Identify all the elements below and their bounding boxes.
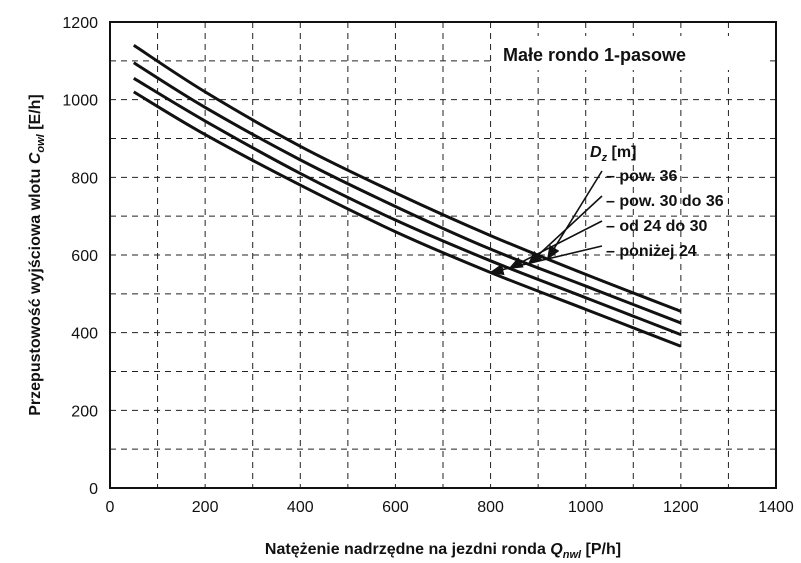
- legend-item-2: – pow. 30 do 36: [606, 193, 724, 210]
- y-tick-label: 200: [71, 403, 98, 420]
- legend-symbol-sub: z: [601, 152, 608, 164]
- legend-item-3: – od 24 do 30: [606, 218, 707, 235]
- legend-item-4: – poniżej 24: [606, 243, 697, 260]
- legend-pointer-4: [489, 245, 603, 276]
- y-axis-label: Przepustowość wyjściowa wlotu Cowl [E/h]: [27, 94, 47, 416]
- y-tick-label: 800: [71, 170, 98, 187]
- x-tick-label: 800: [477, 499, 504, 516]
- x-axis-unit: [P/h]: [581, 541, 621, 558]
- grid: [110, 22, 776, 488]
- legend-unit: [m]: [607, 144, 636, 161]
- x-tick-label: 1000: [568, 499, 604, 516]
- tick-labels: 0 200 400 600 800 1000 1200 1400 0 200 400 600 800 10…: [62, 15, 793, 516]
- series-line-4: [133, 90, 682, 348]
- x-tick-label: 1400: [758, 499, 794, 516]
- title-box: [494, 36, 770, 70]
- series-line-1: [132, 44, 682, 313]
- series-lines: [132, 44, 682, 348]
- x-tick-label: 0: [106, 499, 115, 516]
- legend-title: Dz [m]: [590, 144, 636, 164]
- y-tick-label: 400: [71, 326, 98, 343]
- y-axis-label-text: Przepustowość wyjściowa wlotu: [27, 164, 44, 416]
- plot-area-frame: [109, 21, 777, 489]
- x-tick-label: 1200: [663, 499, 699, 516]
- legend-item-1: – pow. 36: [606, 168, 678, 185]
- x-axis-symbol-sub: nwl: [563, 549, 582, 561]
- x-axis-label: Natężenie nadrzędne na jezdni ronda Qnwl…: [265, 541, 621, 561]
- y-axis-symbol-sub: owl: [35, 133, 47, 152]
- x-tick-label: 600: [382, 499, 409, 516]
- legend: – pow. 36 – pow. 30 do 36 – od 24 do 30 – p…: [489, 168, 724, 276]
- x-axis-label-text: Natężenie nadrzędne na jezdni ronda: [265, 541, 550, 558]
- y-tick-label: 0: [89, 481, 98, 498]
- y-tick-label: 1000: [62, 93, 98, 110]
- legend-pointer-1: [546, 170, 603, 261]
- chart-title: Małe rondo 1-pasowe: [503, 45, 686, 65]
- x-tick-label: 200: [192, 499, 219, 516]
- series-line-2: [132, 61, 682, 325]
- legend-pointer-3: [508, 220, 603, 269]
- x-axis-symbol: Q: [550, 541, 563, 558]
- x-tick-label: 400: [287, 499, 314, 516]
- y-axis-unit: [E/h]: [27, 94, 44, 134]
- series-line-3: [133, 77, 682, 337]
- y-tick-label: 1200: [62, 15, 98, 32]
- y-axis-symbol: C: [27, 152, 44, 164]
- legend-symbol: D: [590, 144, 602, 161]
- y-tick-label: 600: [71, 248, 98, 265]
